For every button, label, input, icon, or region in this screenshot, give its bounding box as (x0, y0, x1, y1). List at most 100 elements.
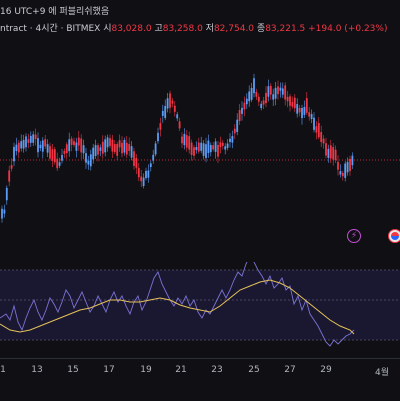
candle (178, 121, 181, 129)
open-label: 시 (103, 24, 112, 34)
candle (284, 85, 287, 100)
candle (41, 140, 44, 152)
candle (217, 144, 219, 157)
x-tick-label: 13 (31, 365, 43, 375)
candle (289, 96, 291, 106)
candle (166, 98, 169, 109)
candle (245, 98, 248, 105)
candle (44, 139, 47, 147)
candle (349, 158, 351, 172)
candle (200, 142, 203, 151)
open-value: 83,028.0 (111, 24, 152, 34)
indicator-chart[interactable] (0, 262, 400, 358)
change-value: +194.0 (+0.23%) (308, 24, 388, 34)
candle (145, 170, 147, 179)
candle (277, 86, 279, 95)
candle (317, 123, 320, 138)
candle (82, 145, 85, 154)
candle (20, 141, 23, 149)
candle (1, 208, 3, 219)
candle (344, 163, 347, 178)
candle (63, 150, 66, 154)
candle (5, 187, 8, 201)
candle (85, 153, 87, 163)
candle (161, 110, 164, 116)
candle (128, 144, 131, 151)
candle (325, 143, 327, 156)
low-value: 82,754.0 (213, 24, 255, 34)
x-tick-label: 23 (211, 365, 223, 375)
candle (231, 135, 234, 143)
candle (53, 149, 56, 163)
candle (229, 138, 231, 143)
candle (296, 104, 299, 114)
candle (346, 161, 349, 173)
candle (226, 143, 229, 148)
candle (46, 144, 49, 153)
flag-icon[interactable] (388, 229, 400, 243)
candle (332, 147, 335, 160)
candle (195, 147, 198, 151)
candle (274, 87, 277, 99)
candle (322, 138, 325, 144)
candle (185, 135, 188, 148)
candle (113, 144, 116, 152)
candle (305, 98, 308, 113)
candle (125, 142, 128, 155)
candle (176, 114, 179, 119)
candle (97, 145, 99, 155)
candle (51, 149, 54, 161)
candle (257, 96, 260, 102)
price-chart[interactable] (0, 40, 400, 255)
signal-line (0, 279, 355, 335)
candle (241, 107, 243, 114)
candle (22, 139, 25, 149)
candle (56, 158, 59, 169)
candle (286, 96, 289, 102)
candle (329, 145, 332, 159)
candle (121, 142, 123, 154)
candle (135, 158, 138, 168)
candle (250, 87, 253, 100)
lightning-icon[interactable]: ⚡ (347, 229, 361, 243)
candle (92, 147, 95, 160)
candle (310, 114, 313, 120)
candle (301, 107, 303, 119)
candle (248, 91, 251, 102)
candle (193, 147, 195, 156)
close-label: 종 (256, 24, 266, 34)
candle (279, 87, 282, 91)
candle (77, 137, 80, 146)
candle (219, 142, 222, 147)
candle (61, 154, 63, 161)
candle (265, 92, 267, 104)
candle (140, 176, 143, 182)
symbol-label: ntract · 4시간 · BITMEX (0, 24, 101, 34)
high-value: 83,258.0 (162, 24, 203, 34)
candle (49, 146, 51, 159)
candle (75, 142, 78, 151)
candle (13, 146, 15, 162)
candle (99, 147, 102, 151)
candle (130, 146, 133, 158)
candle (320, 132, 323, 143)
candle (157, 132, 159, 142)
candle (173, 105, 176, 112)
candle (3, 209, 6, 214)
publish-info: 16 UTC+9 에 퍼블리쉬했음 (0, 7, 110, 17)
candle (233, 128, 236, 134)
low-label: 저 (205, 24, 214, 34)
candle (152, 154, 155, 161)
candle (188, 136, 191, 150)
candle (137, 167, 140, 178)
candle (169, 93, 171, 108)
candle (183, 134, 186, 146)
candle (116, 144, 119, 156)
oscillator-line (0, 262, 355, 347)
candle (39, 144, 42, 149)
candle (80, 138, 83, 153)
candle (341, 172, 344, 177)
candle (118, 140, 121, 148)
candle (106, 137, 109, 148)
candle (212, 145, 215, 150)
